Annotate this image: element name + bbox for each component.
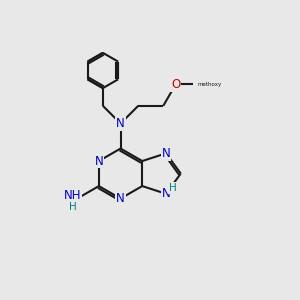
Text: N: N [94, 154, 103, 167]
Text: O: O [171, 78, 180, 91]
Text: N: N [162, 147, 170, 160]
Text: H: H [69, 202, 77, 212]
Text: N: N [162, 187, 170, 200]
Text: N: N [116, 117, 125, 130]
Text: methoxy: methoxy [198, 82, 222, 87]
Text: NH: NH [64, 189, 82, 202]
Text: H: H [169, 183, 176, 193]
Text: N: N [116, 192, 125, 205]
